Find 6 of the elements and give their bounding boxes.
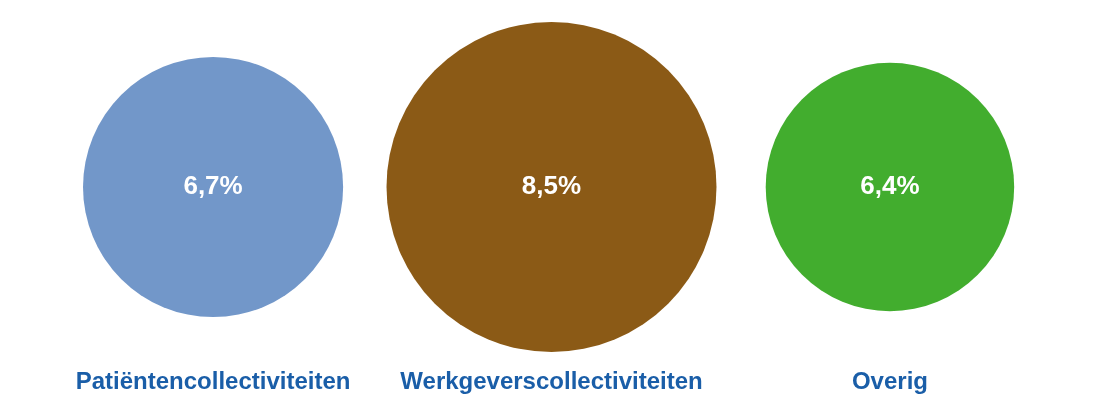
data-label: 6,7% [183,169,243,200]
category-label: Werkgeverscollectiviteiten [400,367,703,394]
category-label: Overig [851,367,928,394]
data-label: 8,5% [521,169,582,200]
data-label: 6,4% [860,169,920,200]
category-label: Patiëntencollectiviteiten [75,367,351,394]
